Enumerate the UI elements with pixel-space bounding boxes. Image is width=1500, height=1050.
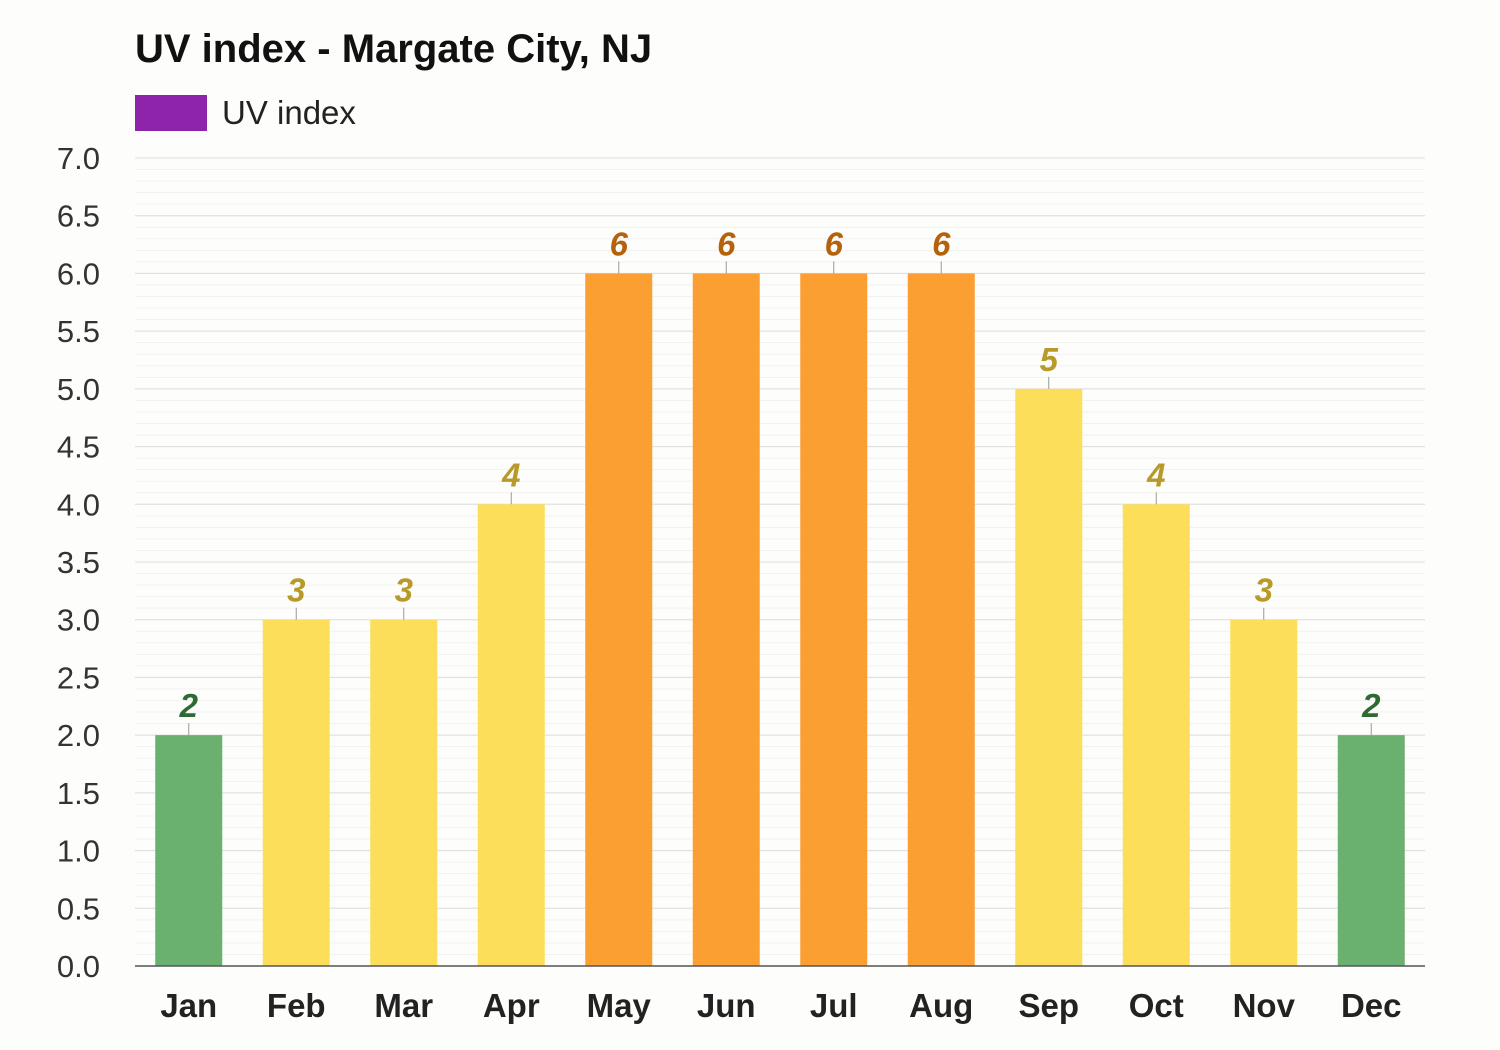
x-tick-label: Apr	[483, 987, 540, 1024]
y-tick-label: 1.5	[57, 776, 100, 811]
bar-mar	[370, 619, 438, 966]
bar-oct	[1122, 504, 1190, 966]
y-tick-label: 6.5	[57, 199, 100, 234]
y-axis: 0.0 0.5 1.0 1.5 2.0 2.5 3.0 3.5 4.0 4.5 5.0 5.5 6.0 6…	[57, 141, 100, 984]
legend-label: UV index	[222, 94, 356, 131]
chart-title: UV index - Margate City, NJ	[135, 27, 652, 71]
bar-jan	[155, 735, 223, 966]
legend: UV index	[135, 94, 356, 131]
bar-nov	[1230, 619, 1298, 966]
x-tick-label: Nov	[1233, 987, 1296, 1024]
bars	[155, 273, 1405, 966]
bar-jun	[692, 273, 760, 966]
y-tick-label: 3.0	[57, 603, 100, 638]
data-label: 5	[1040, 341, 1059, 378]
x-tick-label: Aug	[909, 987, 973, 1024]
data-label: 3	[1255, 572, 1273, 609]
y-tick-label: 5.0	[57, 372, 100, 407]
data-label: 4	[501, 456, 520, 493]
y-tick-label: 4.0	[57, 487, 100, 522]
bar-apr	[477, 504, 545, 966]
data-label: 2	[1361, 687, 1381, 724]
bar-sep	[1015, 388, 1083, 966]
data-label: 4	[1146, 456, 1165, 493]
x-tick-label: Feb	[267, 987, 326, 1024]
data-labels: 2 3 3 4 6 6 6 6 5 4 3 2	[179, 225, 1381, 736]
y-tick-label: 2.0	[57, 718, 100, 753]
x-tick-label: Mar	[374, 987, 433, 1024]
data-label: 6	[610, 225, 629, 262]
y-tick-label: 0.5	[57, 891, 100, 926]
data-label: 3	[287, 572, 305, 609]
y-tick-label: 4.5	[57, 430, 100, 465]
y-tick-label: 6.0	[57, 256, 100, 291]
x-axis: Jan Feb Mar Apr May Jun Jul Aug Sep Oct Nov Dec	[135, 965, 1425, 1024]
legend-swatch	[135, 95, 207, 131]
bar-aug	[907, 273, 975, 966]
x-tick-label: Dec	[1341, 987, 1402, 1024]
x-tick-label: May	[587, 987, 652, 1024]
data-label: 6	[932, 225, 951, 262]
x-tick-label: Jun	[697, 987, 756, 1024]
bar-dec	[1337, 735, 1405, 966]
grid-lines	[135, 157, 1425, 955]
x-tick-label: Jul	[810, 987, 858, 1024]
y-tick-label: 5.5	[57, 314, 100, 349]
y-tick-label: 1.0	[57, 834, 100, 869]
y-tick-label: 2.5	[57, 660, 100, 695]
data-label: 6	[717, 225, 736, 262]
x-tick-label: Oct	[1129, 987, 1184, 1024]
y-tick-label: 7.0	[57, 141, 100, 176]
x-tick-label: Jan	[160, 987, 217, 1024]
x-tick-label: Sep	[1018, 987, 1079, 1024]
bar-feb	[262, 619, 330, 966]
y-tick-label: 0.0	[57, 949, 100, 984]
data-label: 6	[825, 225, 844, 262]
data-label: 2	[179, 687, 199, 724]
y-tick-label: 3.5	[57, 545, 100, 580]
bar-jul	[800, 273, 868, 966]
data-label: 3	[395, 572, 413, 609]
bar-may	[585, 273, 653, 966]
